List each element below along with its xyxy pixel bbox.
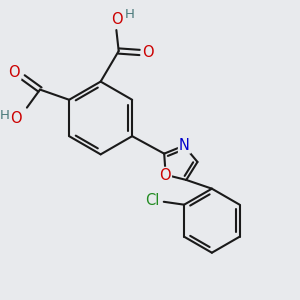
Text: O: O: [159, 168, 171, 183]
Text: O: O: [111, 12, 123, 27]
Text: Cl: Cl: [146, 193, 160, 208]
Text: O: O: [142, 45, 154, 60]
Text: H: H: [124, 8, 134, 21]
Text: H: H: [0, 109, 10, 122]
Text: O: O: [9, 64, 20, 80]
Text: O: O: [10, 111, 22, 126]
Text: N: N: [179, 138, 190, 153]
